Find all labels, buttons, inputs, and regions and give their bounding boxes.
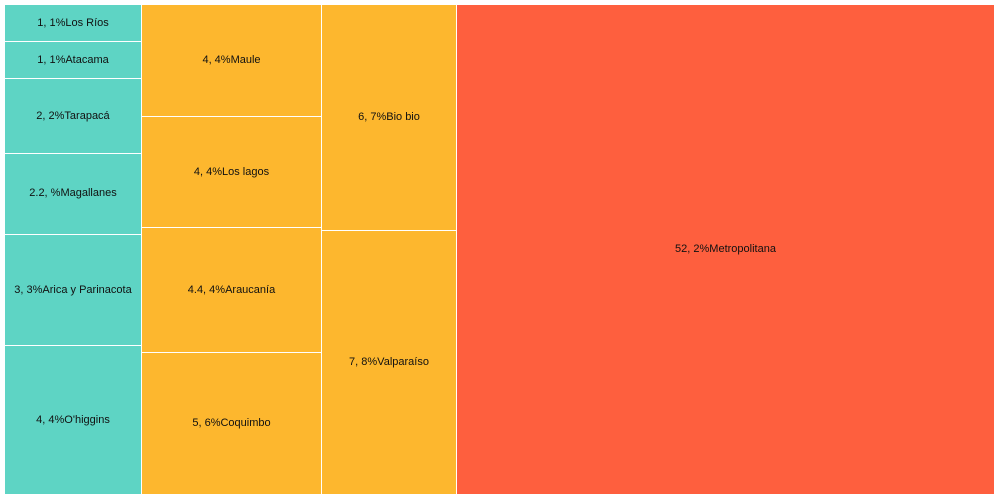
treemap-cell: 4, 4%Maule <box>142 5 322 117</box>
treemap-cell-label: 4.4, 4%Araucanía <box>187 283 276 296</box>
treemap-cell: 4.4, 4%Araucanía <box>142 228 322 353</box>
treemap-cell: 6, 7%Bio bio <box>322 5 457 232</box>
treemap-cell: 1, 1%Atacama <box>5 42 142 80</box>
treemap-cell-label: 6, 7%Bio bio <box>358 111 420 124</box>
treemap-cell: 1, 1%Los Ríos <box>5 5 142 43</box>
treemap-cell-label: 5, 6%Coquimbo <box>192 416 271 429</box>
treemap-cell-label: 7, 8%Valparaíso <box>349 356 429 369</box>
treemap-cell: 4, 4%O'higgins <box>5 346 142 495</box>
treemap-cell: 5, 6%Coquimbo <box>142 352 322 495</box>
treemap-cell-label: 4, 4%Los lagos <box>193 165 270 178</box>
treemap-cell-label: 2.2, %Magallanes <box>29 187 117 200</box>
treemap-cell: 52, 2%Metropolitana <box>457 5 995 495</box>
treemap-cell: 2, 2%Tarapacá <box>5 79 142 154</box>
treemap-cell: 4, 4%Los lagos <box>142 116 322 229</box>
treemap-cell-label: 4, 4%Maule <box>202 53 261 66</box>
treemap-cell-label: 3, 3%Arica y Parinacota <box>14 283 132 296</box>
treemap-cell-label: 1, 1%Atacama <box>37 53 109 66</box>
treemap-cell: 3, 3%Arica y Parinacota <box>5 234 142 347</box>
treemap-cell-label: 4, 4%O'higgins <box>36 413 110 426</box>
treemap-cell: 2.2, %Magallanes <box>5 153 142 235</box>
treemap-cell: 7, 8%Valparaíso <box>322 231 457 495</box>
treemap-cell-label: 52, 2%Metropolitana <box>675 243 776 255</box>
treemap-cell-label: 1, 1%Los Ríos <box>37 16 109 29</box>
treemap-cell-label: 2, 2%Tarapacá <box>36 109 110 122</box>
